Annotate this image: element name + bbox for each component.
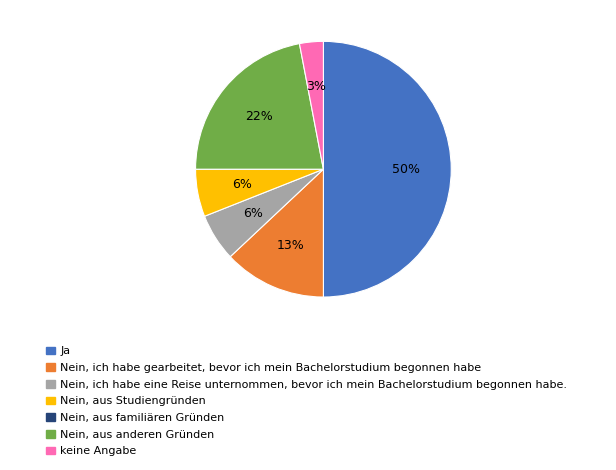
Wedge shape xyxy=(299,41,323,169)
Text: 13%: 13% xyxy=(277,239,304,252)
Text: 3%: 3% xyxy=(306,80,325,93)
Text: 22%: 22% xyxy=(246,110,274,123)
Wedge shape xyxy=(230,169,323,297)
Text: 6%: 6% xyxy=(232,178,252,191)
Wedge shape xyxy=(195,169,323,216)
Text: 6%: 6% xyxy=(243,207,263,220)
Text: 50%: 50% xyxy=(392,163,421,176)
Wedge shape xyxy=(195,44,323,169)
Wedge shape xyxy=(323,41,452,297)
Wedge shape xyxy=(205,169,323,257)
Legend: Ja, Nein, ich habe gearbeitet, bevor ich mein Bachelorstudium begonnen habe, Nei: Ja, Nein, ich habe gearbeitet, bevor ich… xyxy=(43,343,570,460)
